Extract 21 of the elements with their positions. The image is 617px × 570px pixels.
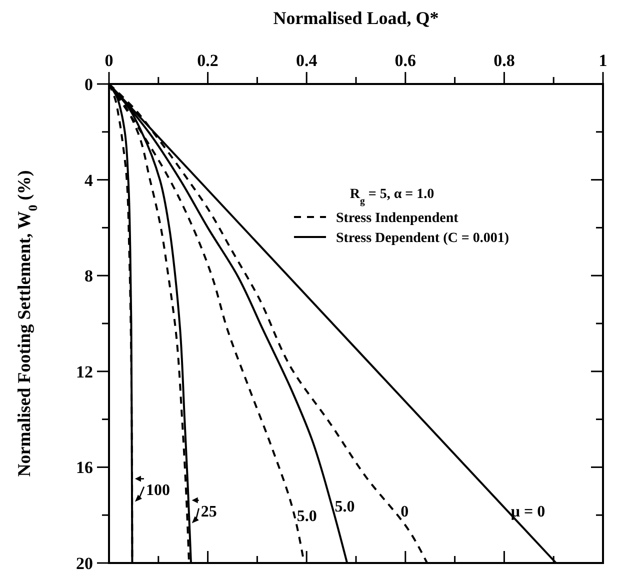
x-tick-label: 0.2 [197,51,218,70]
y-tick-label: 8 [84,266,93,286]
y-tick-label: 20 [76,554,93,570]
legend-title: R$_{g}$ = 5, α = 1.0 [350,187,434,206]
x-tick-label: 0.8 [494,51,515,70]
x-axis-title: Normalised Load, Q* [273,8,439,28]
y-tick-label: 0 [84,75,93,94]
annotation: 100 [146,482,170,499]
annotation: 0 [400,503,409,520]
x-tick-label: 0 [104,51,114,70]
annotation: 5.0 [296,508,317,526]
legend-label: Stress Dependent (C = 0.001) [336,231,510,246]
legend-label: Stress Indenpendent [336,211,459,226]
y-tick-label: 4 [84,170,94,190]
y-tick-label: 16 [76,458,93,478]
annotation: 25 [200,503,217,520]
annotation: 5.0 [334,498,355,516]
x-tick-label: 1 [598,51,608,70]
x-tick-label: 0.6 [394,51,416,70]
x-tick-label: 0.4 [296,51,318,70]
y-tick-label: 12 [76,362,93,382]
